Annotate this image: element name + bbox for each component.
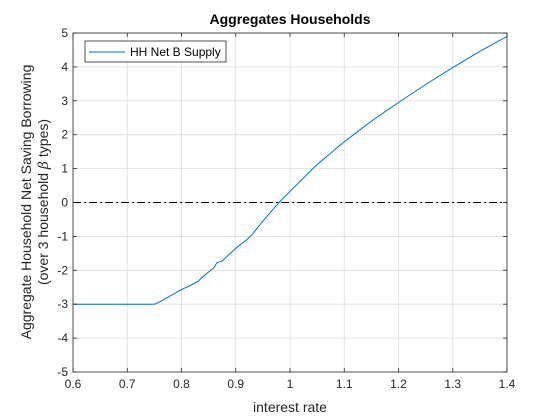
chart-title: Aggregates Households <box>209 11 370 27</box>
x-tick-label: 1.1 <box>336 377 353 391</box>
x-tick-label: 0.6 <box>65 377 82 391</box>
y-tick-label: 3 <box>61 94 68 108</box>
y-tick-label: -5 <box>57 365 68 379</box>
y-tick-label: -1 <box>57 229 68 243</box>
series-line-hh-net-b-supply <box>73 35 508 305</box>
x-tick-label: 1 <box>287 377 294 391</box>
y-tick-label: -2 <box>57 263 68 277</box>
x-tick-label: 0.9 <box>227 377 244 391</box>
series-layer <box>73 35 508 305</box>
x-axis-label: interest rate <box>253 399 327 415</box>
y-axis-label-line2: (over 3 household β types) <box>35 119 52 285</box>
x-tick-label: 1.4 <box>499 377 516 391</box>
ticks: 0.6 0.7 0.8 0.9 1 1.1 1.2 1.3 1.4 -5 -4 -3 -2 -1 0 1 2 3 4… <box>57 26 515 391</box>
x-tick-label: 0.7 <box>119 377 136 391</box>
y-axis-label-line2-post: types) <box>35 119 51 161</box>
y-tick-label: 5 <box>61 26 68 40</box>
x-tick-label: 1.2 <box>390 377 407 391</box>
beta-symbol: β <box>36 161 52 170</box>
x-tick-label: 1.3 <box>444 377 461 391</box>
y-tick-label: -3 <box>57 297 68 311</box>
legend-box <box>84 40 227 63</box>
y-tick-label: 2 <box>61 128 68 142</box>
y-axis-label-line2-pre: (over 3 household <box>35 169 51 285</box>
x-tick-label: 0.8 <box>173 377 190 391</box>
y-tick-label: 1 <box>61 162 68 176</box>
y-axis-label: Aggregate Household Net Saving Borrowing… <box>18 65 52 340</box>
y-tick-label: 4 <box>61 60 68 74</box>
y-axis-label-line1: Aggregate Household Net Saving Borrowing <box>18 65 34 340</box>
y-tick-label: 0 <box>61 196 68 210</box>
legend: HH Net B Supply <box>84 40 227 63</box>
legend-label: HH Net B Supply <box>130 45 221 59</box>
y-tick-label: -4 <box>57 331 68 345</box>
